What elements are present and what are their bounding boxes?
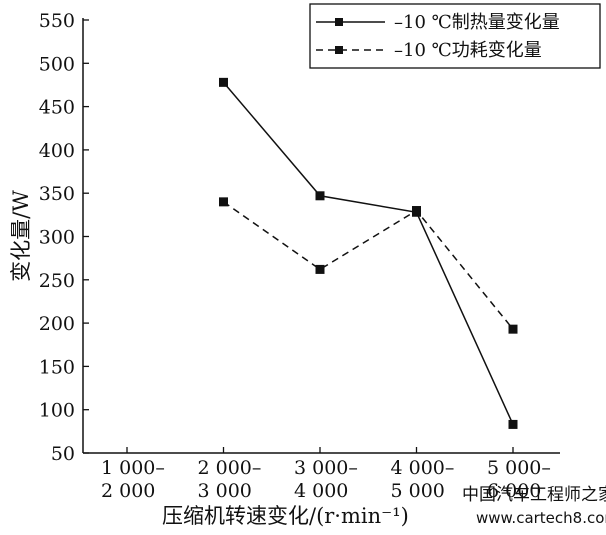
x-tick-label: 3 000– [294,457,358,479]
series-line-1 [223,201,514,330]
y-tick-label: 350 [39,183,75,205]
series-layer [219,77,518,429]
y-tick-label: 300 [39,227,75,249]
data-point-0 [315,191,325,201]
y-axis-title: 变化量/W [9,190,33,282]
y-tick-label: 150 [39,356,75,378]
y-tick-group: 50 100 150 200 250 300 350 400 450 500 550 [39,10,89,465]
data-point-1 [219,197,228,207]
data-point-1 [412,206,421,216]
y-tick-label: 550 [39,10,75,32]
legend-label-heating: –10 ℃制热量变化量 [394,12,560,33]
y-tick-label: 200 [39,313,75,335]
y-tick-label: 250 [39,270,75,292]
data-point-0 [219,77,228,87]
x-tick-label: 2 000– [198,457,262,479]
legend-box [309,3,601,69]
x-tick-label: 2 000 [101,480,155,502]
x-tick-label: 3 000 [198,480,252,502]
x-tick-label: 1 000– [101,457,165,479]
x-axis-title: 压缩机转速变化/(r·min⁻¹) [162,504,409,528]
legend-marker-heating [335,18,343,26]
series-line-0 [222,81,514,425]
y-tick-label: 50 [51,443,75,465]
legend-marker-power [335,46,343,54]
x-tick-label: 5 000– [487,457,551,479]
x-tick-label: 4 000 [294,480,348,502]
data-point-1 [508,324,518,334]
data-point-0 [508,419,518,429]
y-tick-label: 450 [39,97,75,119]
data-point-1 [315,264,325,274]
watermark-line1: 中国汽车工程师之家 [462,485,606,505]
watermark: 中国汽车工程师之家 www.cartech8.com [462,485,606,527]
y-tick-label: 400 [39,140,75,162]
y-tick-label: 100 [39,400,75,422]
x-tick-label: 4 000– [391,457,455,479]
legend: –10 ℃制热量变化量 –10 ℃功耗变化量 [309,3,601,69]
watermark-line2: www.cartech8.com [476,509,606,527]
x-tick-label: 6 000 [487,480,541,502]
y-tick-label: 500 [39,53,75,75]
legend-label-power: –10 ℃功耗变化量 [394,40,542,61]
x-tick-label: 5 000 [391,480,445,502]
